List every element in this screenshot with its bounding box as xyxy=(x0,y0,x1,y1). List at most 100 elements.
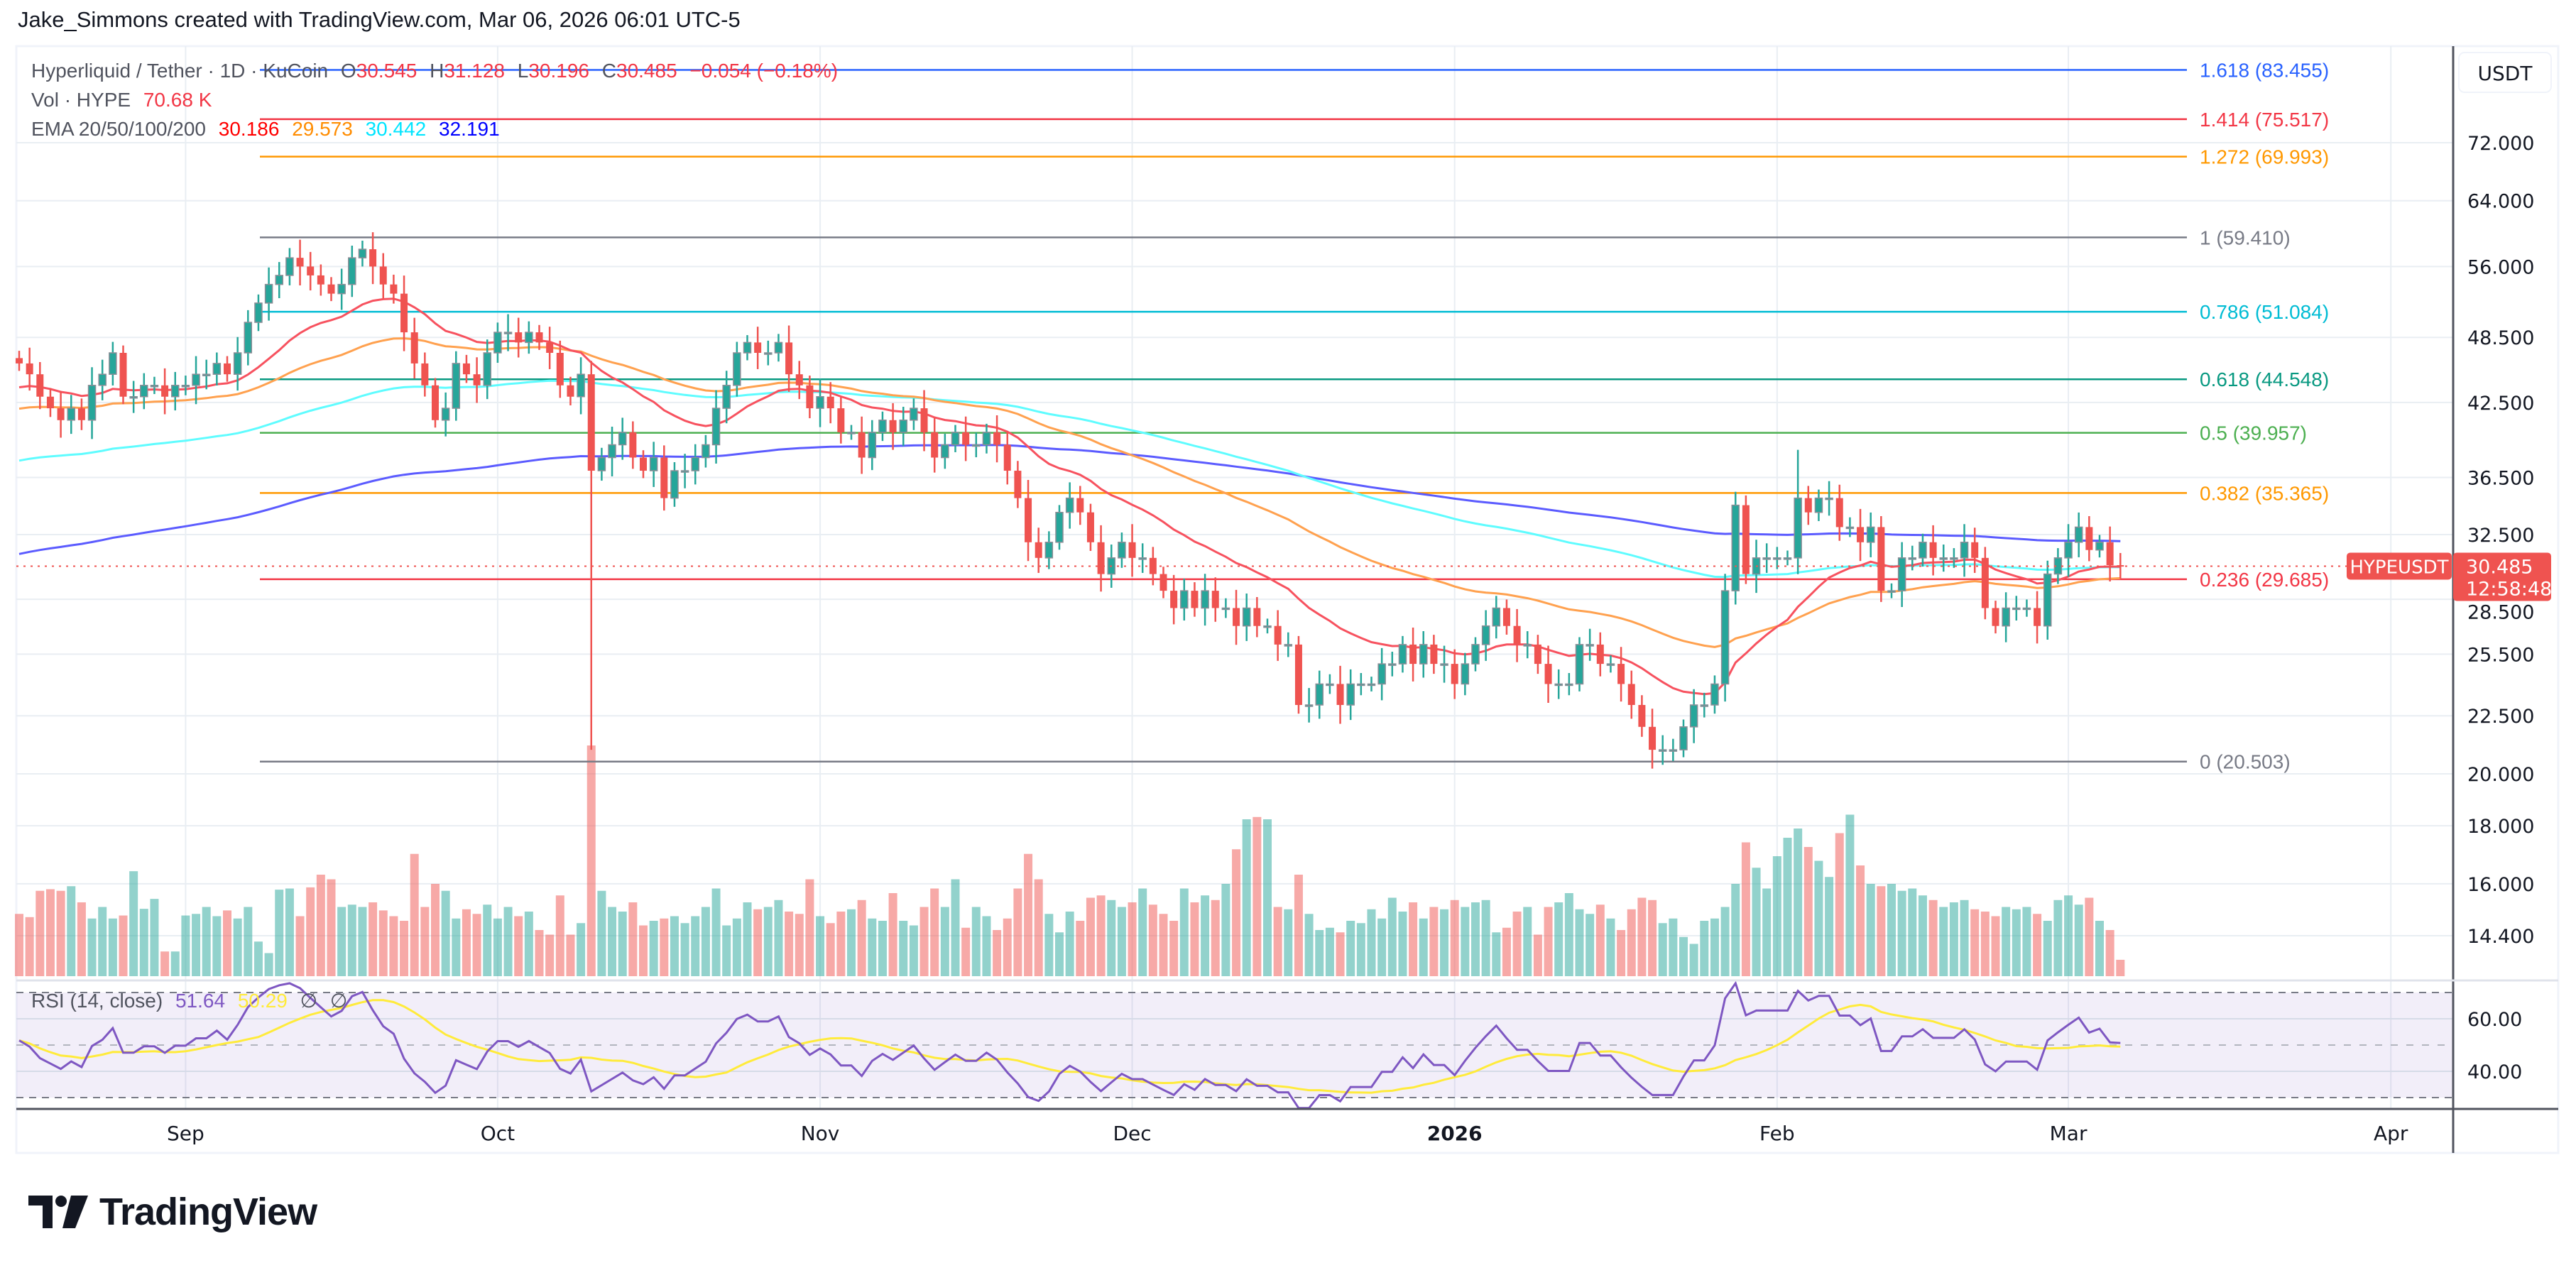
volume-label[interactable]: Vol · HYPE xyxy=(31,89,131,111)
volume-bar xyxy=(1679,936,1688,976)
rsi-tick-label: 60.00 xyxy=(2467,1009,2522,1031)
volume-bar xyxy=(930,888,939,976)
volume-bar xyxy=(1595,904,1605,976)
volume-bar xyxy=(1502,927,1511,976)
volume-bar xyxy=(1003,918,1012,976)
candle-body xyxy=(77,408,85,420)
candle-body xyxy=(441,408,450,421)
candle-body xyxy=(1523,644,1532,647)
candle-body xyxy=(785,342,793,375)
low-value: 30.196 xyxy=(528,60,589,82)
ema20-line xyxy=(18,297,2121,696)
candle-body xyxy=(587,374,595,471)
candle-body xyxy=(1534,644,1541,665)
volume-bar xyxy=(1606,918,1615,976)
candle-body xyxy=(806,385,814,409)
candle-body xyxy=(649,456,658,471)
volume-bar xyxy=(649,921,658,976)
tradingview-logo-icon xyxy=(28,1196,88,1228)
candle-body xyxy=(535,332,543,343)
candle-body xyxy=(358,248,367,258)
volume-bar xyxy=(1648,900,1657,976)
axes[interactable]: 72.000 64.000 56.000 48.500 42.500 36.500 32.5… xyxy=(167,133,2534,1145)
volume-bar xyxy=(2095,921,2104,976)
candle-body xyxy=(670,470,679,499)
rsi-ma-line xyxy=(18,999,2121,1094)
volume-bar xyxy=(722,925,731,976)
currency-box[interactable] xyxy=(2458,52,2552,93)
volume-bar xyxy=(2012,909,2021,976)
rsi-lines xyxy=(18,980,2121,1110)
rsi-value: 51.64 xyxy=(175,990,226,1012)
rsi-legend[interactable]: RSI (14, close) 51.64 50.29 ∅ ∅ xyxy=(31,989,354,1012)
candle-body xyxy=(837,408,845,432)
candle-body xyxy=(1481,625,1490,645)
candle-body xyxy=(1835,498,1843,527)
candle-body xyxy=(1794,497,1802,559)
change-value: −0.054 (−0.18%) xyxy=(689,60,839,82)
fibonacci-retracement[interactable]: 1.618 (83.455) 1.414 (75.517) 1.272 (69.99… xyxy=(260,60,2329,773)
candle-body xyxy=(1939,557,1948,560)
volume-bar xyxy=(1877,886,1886,976)
price-tick-label: 48.500 xyxy=(2467,327,2534,349)
volume-bar xyxy=(1980,912,1990,976)
symbol-legend[interactable]: Hyperliquid / Tether · 1D · KuCoin O30.5… xyxy=(31,60,845,82)
candle-body xyxy=(899,420,907,433)
candle-body xyxy=(1377,663,1386,685)
candle-body xyxy=(161,385,169,397)
candle-body xyxy=(87,385,97,421)
fib-level-label: 0.382 (35.365) xyxy=(2200,482,2329,504)
fib-level-label: 0.236 (29.685) xyxy=(2200,569,2329,591)
candle-body xyxy=(1804,498,1812,513)
price-tick-label: 22.500 xyxy=(2467,706,2534,728)
price-tick-label: 28.500 xyxy=(2467,601,2534,623)
last-price-value: 30.485 xyxy=(2466,556,2533,578)
candle-body xyxy=(36,374,44,397)
candle-body xyxy=(1461,663,1470,685)
volume-bar xyxy=(1013,888,1022,976)
close-value: 30.485 xyxy=(616,60,677,82)
volume-bar xyxy=(1252,816,1262,976)
volume-bar xyxy=(899,921,908,976)
candle-body xyxy=(171,385,180,398)
candle-body xyxy=(1502,608,1510,626)
volume-bar xyxy=(1856,865,1865,976)
candle-body xyxy=(910,408,918,421)
candle-body xyxy=(1586,644,1594,647)
candle-body xyxy=(1887,590,1896,593)
symbol-name[interactable]: Hyperliquid / Tether · 1D · KuCoin xyxy=(31,60,329,82)
volume-bar xyxy=(1096,895,1106,976)
ema100-line xyxy=(18,379,2121,579)
volume-bar xyxy=(253,941,263,976)
candle-body xyxy=(1138,557,1147,560)
volume-bar xyxy=(337,907,346,976)
candle-body xyxy=(629,432,637,458)
currency-label[interactable]: USDT xyxy=(2478,62,2533,85)
candle-body xyxy=(1014,471,1022,498)
candle-body xyxy=(618,432,627,446)
volume-bar xyxy=(181,915,190,976)
tradingview-logo[interactable]: TradingView xyxy=(28,1190,317,1234)
candle-body xyxy=(233,352,242,375)
volume-bar xyxy=(452,918,461,976)
ema-label[interactable]: EMA 20/50/100/200 xyxy=(31,118,206,140)
volume-bar xyxy=(36,890,45,976)
volume-bar xyxy=(129,871,138,976)
candle-body xyxy=(826,396,834,409)
volume-bar xyxy=(1794,829,1803,976)
rsi-label[interactable]: RSI (14, close) xyxy=(31,990,163,1012)
candle-body xyxy=(733,352,741,386)
currency-button[interactable]: USDT xyxy=(2458,52,2552,93)
volume-bar xyxy=(1658,923,1667,976)
ema-legend[interactable]: EMA 20/50/100/200 30.186 29.573 30.442 3… xyxy=(31,118,507,141)
candle-body xyxy=(1492,607,1501,627)
volume-bar xyxy=(2022,907,2031,976)
volume-bar xyxy=(244,907,253,976)
candle-body xyxy=(2117,565,2124,567)
candle-body xyxy=(1857,527,1865,542)
volume-bar xyxy=(847,909,856,976)
candle-body xyxy=(1326,683,1334,687)
volume-bar xyxy=(1128,902,1137,976)
volume-legend[interactable]: Vol · HYPE 70.68 K xyxy=(31,89,219,111)
